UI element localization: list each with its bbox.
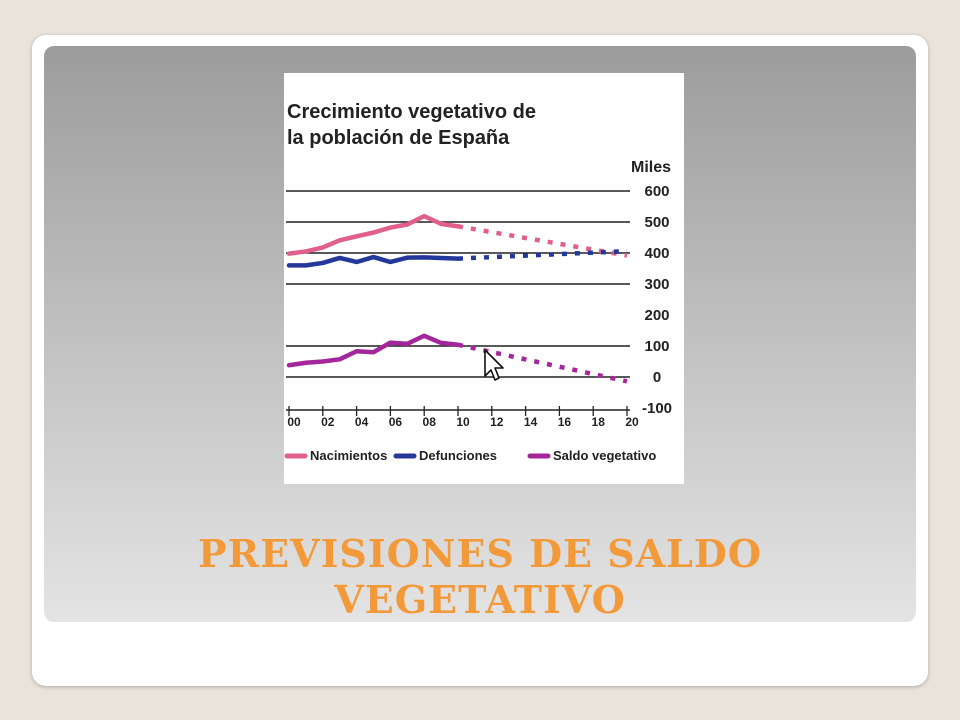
series-line-nacimientos bbox=[286, 213, 461, 256]
y-tick-label: 300 bbox=[644, 276, 669, 293]
y-tick-label: 100 bbox=[644, 338, 669, 355]
chart-image: Crecimiento vegetativo de la población d… bbox=[284, 73, 684, 484]
x-tick-label: 20 bbox=[625, 415, 639, 429]
x-tick-label: 06 bbox=[389, 415, 403, 429]
x-tick-label: 02 bbox=[321, 415, 335, 429]
x-tick-label: 08 bbox=[423, 415, 437, 429]
y-tick-label: 0 bbox=[653, 369, 661, 386]
slide-title-line1: PREVISIONES DE SALDO bbox=[198, 531, 762, 576]
x-tick-label: 18 bbox=[592, 415, 606, 429]
x-tick-label: 10 bbox=[456, 415, 470, 429]
projection-line-defunciones bbox=[457, 248, 628, 261]
y-tick-label: -100 bbox=[642, 400, 672, 417]
x-tick-label: 16 bbox=[558, 415, 572, 429]
legend-label-saldo: Saldo vegetativo bbox=[553, 448, 656, 463]
chart-svg: Crecimiento vegetativo de la población d… bbox=[284, 101, 672, 463]
legend-label-defunciones: Defunciones bbox=[419, 448, 497, 463]
mouse-pointer-icon bbox=[484, 349, 504, 381]
y-tick-label: 600 bbox=[644, 183, 669, 200]
chart-title-line1: Crecimiento vegetativo de bbox=[287, 101, 536, 123]
y-tick-label: 500 bbox=[644, 214, 669, 231]
legend-label-nacimientos: Nacimientos bbox=[310, 448, 387, 463]
y-tick-label: 400 bbox=[644, 245, 669, 262]
slide-title-line2: VEGETATIVO bbox=[334, 577, 626, 622]
y-tick-label: 200 bbox=[644, 307, 669, 324]
x-tick-label: 12 bbox=[490, 415, 504, 429]
series-line-defunciones bbox=[286, 254, 461, 268]
series-line-saldo bbox=[286, 333, 461, 368]
x-tick-label: 14 bbox=[524, 415, 538, 429]
slide-title: PREVISIONES DE SALDO VEGETATIVO bbox=[44, 531, 916, 623]
chart-title-line2: la población de España bbox=[287, 127, 510, 149]
projection-line-nacimientos bbox=[457, 224, 628, 258]
x-tick-label: 04 bbox=[355, 415, 369, 429]
x-tick-label: 00 bbox=[287, 415, 301, 429]
chart-unit-label: Miles bbox=[631, 159, 671, 176]
